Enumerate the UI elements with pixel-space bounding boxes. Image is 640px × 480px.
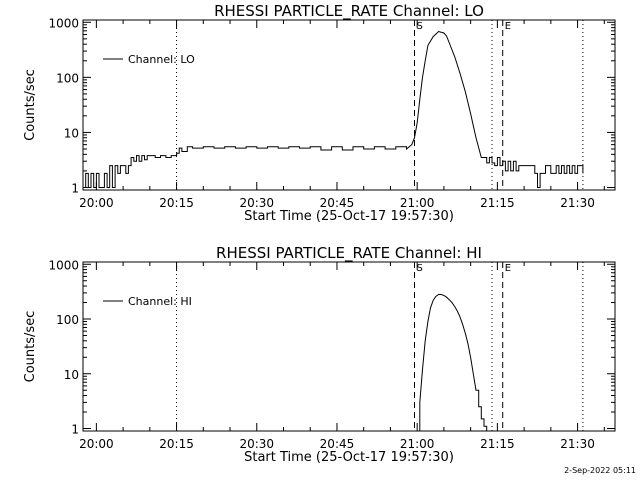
x-tick-label: 21:15 (480, 437, 515, 451)
legend-entry: Channel: LO (128, 53, 195, 66)
plot-frame (82, 19, 616, 191)
chart-title: RHESSI PARTICLE_RATE Channel: LO (214, 2, 484, 21)
x-tick-label: 21:30 (560, 437, 595, 451)
x-tick-label: 20:00 (79, 196, 114, 210)
x-tick-label: 21:30 (560, 196, 595, 210)
x-axis-label: Start Time (25-Oct-17 19:57:30) (244, 450, 454, 465)
x-tick-label: 20:45 (320, 196, 355, 210)
marker-label-s: S (416, 263, 422, 274)
marker-label-s: S (416, 21, 422, 32)
y-tick-label: 1000 (48, 258, 79, 272)
y-tick-label: 1000 (48, 16, 79, 30)
x-tick-label: 20:30 (239, 437, 274, 451)
chart-title: RHESSI PARTICLE_RATE Channel: HI (216, 244, 482, 263)
y-axis-label: Counts/sec (23, 69, 38, 141)
panel-hi: RHESSI PARTICLE_RATE Channel: HI 20:00 20:… (23, 244, 616, 465)
x-axis-label: Start Time (25-Oct-17 19:57:30) (244, 209, 454, 224)
y-tick-label: 10 (64, 368, 79, 382)
panel-lo: RHESSI PARTICLE_RATE Channel: LO 20:00 20:… (23, 2, 616, 224)
series-line (83, 30, 584, 188)
x-tick-label: 20:15 (159, 437, 194, 451)
x-tick-label: 21:00 (400, 196, 435, 210)
y-axis-label: Counts/sec (23, 311, 38, 383)
x-tick-label: 21:00 (400, 437, 435, 451)
x-tick-label: 21:15 (480, 196, 515, 210)
y-tick-label: 100 (56, 71, 79, 85)
y-tick-label: 1 (71, 422, 79, 436)
x-tick-label: 20:45 (320, 437, 355, 451)
y-tick-label: 1 (71, 181, 79, 195)
y-tick-label: 10 (64, 126, 79, 140)
x-tick-label: 20:15 (159, 196, 194, 210)
footer-timestamp: 2-Sep-2022 05:11 (564, 466, 636, 475)
marker-label-e: E (505, 263, 511, 274)
marker-label-e: E (505, 21, 511, 32)
plot-frame (82, 261, 616, 432)
legend-entry: Channel: HI (128, 295, 192, 308)
series-line (417, 294, 488, 431)
x-tick-label: 20:00 (79, 437, 114, 451)
x-tick-label: 20:30 (239, 196, 274, 210)
y-tick-label: 100 (56, 313, 79, 327)
